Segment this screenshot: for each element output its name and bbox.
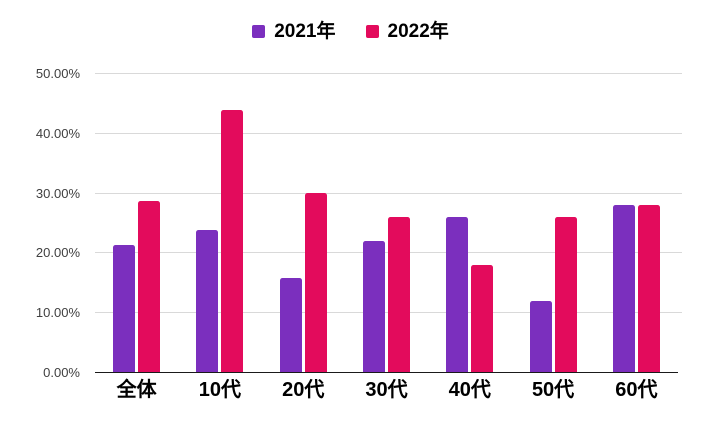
bar-2022-cat1 bbox=[221, 110, 244, 372]
gridline-50 bbox=[95, 73, 682, 74]
x-axis-label-6: 60代 bbox=[615, 379, 658, 401]
legend-swatch-2022 bbox=[365, 24, 379, 38]
bar-2021-cat4 bbox=[446, 217, 469, 372]
y-axis-tick-label: 40.00% bbox=[35, 125, 80, 141]
y-axis-tick-label: 10.00% bbox=[35, 305, 80, 321]
x-axis-label-4: 40代 bbox=[448, 379, 491, 401]
bar-2022-cat4 bbox=[471, 264, 494, 372]
x-axis-label-0: 全体 bbox=[116, 379, 157, 401]
legend-item-2021: 2021年 bbox=[252, 20, 336, 42]
bar-2022-cat0 bbox=[138, 200, 161, 372]
bar-group-6: 60代 bbox=[595, 73, 678, 401]
legend-label-2021: 2021年 bbox=[274, 20, 336, 42]
plot-area: 全体 10代 20代 30代 40代 50代 60代 bbox=[95, 73, 682, 401]
bar-group-4: 40代 bbox=[428, 73, 511, 401]
bar-2021-cat6 bbox=[612, 205, 635, 372]
legend-item-2022: 2022年 bbox=[365, 20, 449, 42]
bar-group-3: 30代 bbox=[345, 73, 428, 401]
y-axis-labels: 0.00% 10.00% 20.00% 30.00% 40.00% 50.00% bbox=[0, 0, 80, 434]
bar-2022-cat5 bbox=[554, 217, 577, 372]
bar-2021-cat2 bbox=[279, 277, 302, 372]
bar-2022-cat6 bbox=[637, 205, 660, 372]
y-axis-tick-label: 30.00% bbox=[35, 185, 80, 201]
legend-swatch-2021 bbox=[252, 24, 266, 38]
bar-group-5: 50代 bbox=[511, 73, 594, 401]
y-axis-tick-label: 50.00% bbox=[35, 66, 80, 81]
x-axis-label-1: 10代 bbox=[198, 379, 242, 401]
bar-group-1: 10代 bbox=[178, 73, 261, 401]
gridline-30 bbox=[95, 192, 682, 194]
x-axis-label-3: 30代 bbox=[365, 379, 408, 401]
bar-2021-cat0 bbox=[113, 245, 136, 372]
chart-legend: 2021年 2022年 bbox=[0, 14, 701, 48]
y-axis-tick-label: 0.00% bbox=[43, 365, 80, 380]
x-axis-label-5: 50代 bbox=[531, 379, 575, 401]
gridline-40 bbox=[95, 132, 682, 134]
y-axis-tick-label: 20.00% bbox=[35, 245, 80, 261]
bar-2021-cat3 bbox=[362, 241, 385, 372]
bar-group-0: 全体 bbox=[95, 73, 178, 401]
bar-2022-cat2 bbox=[304, 192, 327, 372]
bar-2022-cat3 bbox=[387, 217, 410, 372]
bar-group-2: 20代 bbox=[262, 73, 345, 401]
bar-2021-cat1 bbox=[196, 229, 219, 372]
x-axis-label-2: 20代 bbox=[282, 379, 325, 401]
legend-label-2022: 2022年 bbox=[387, 20, 449, 42]
bar-2021-cat5 bbox=[529, 301, 552, 372]
